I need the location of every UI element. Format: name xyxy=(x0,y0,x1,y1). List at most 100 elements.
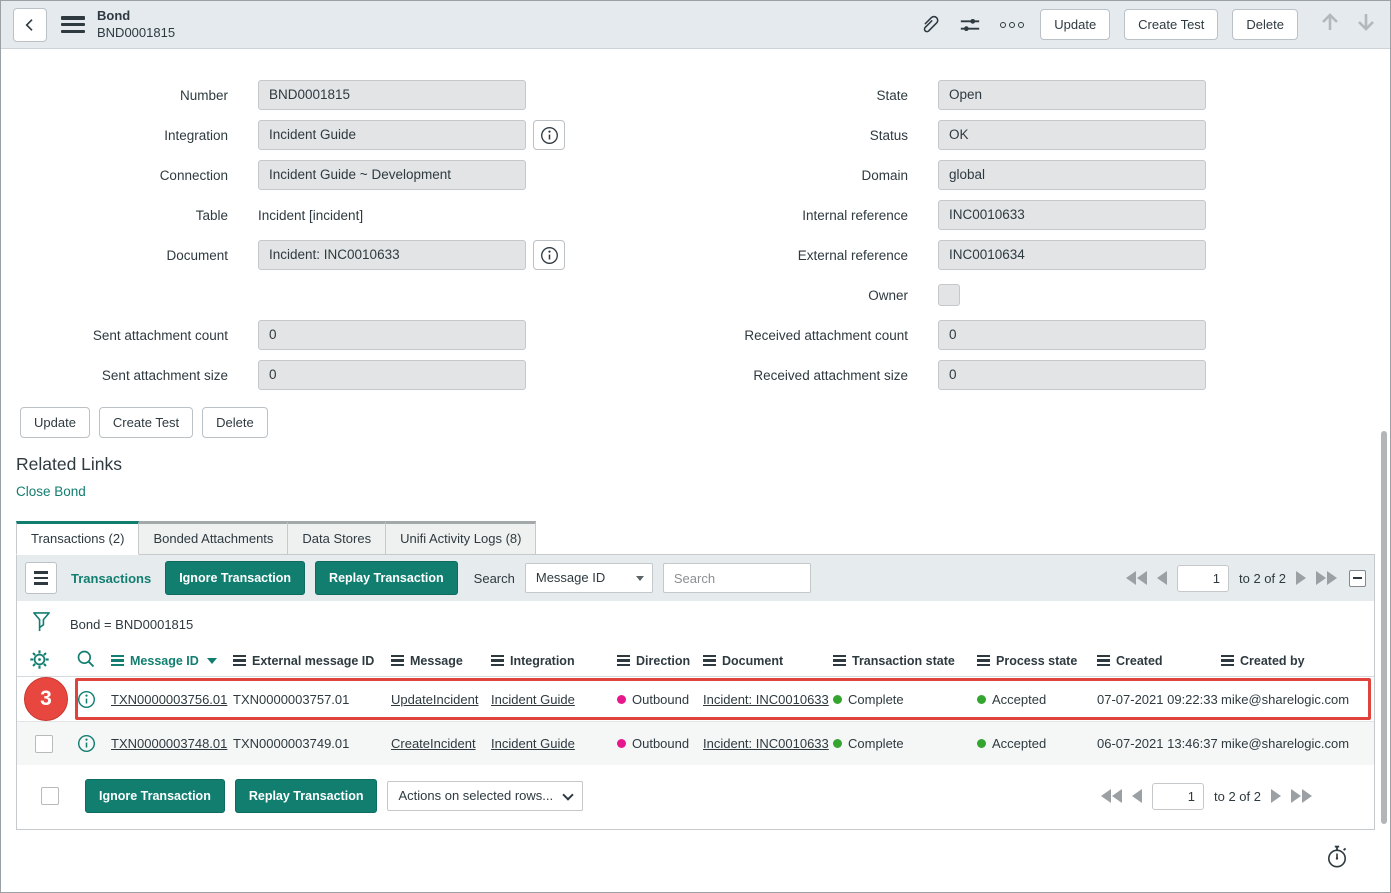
delete-button[interactable]: Delete xyxy=(1232,9,1298,40)
tab-data-stores[interactable]: Data Stores xyxy=(288,521,387,555)
message-link[interactable]: UpdateIncident xyxy=(391,691,479,707)
column-header-external-message-id[interactable]: External message ID xyxy=(233,654,391,668)
search-input[interactable] xyxy=(662,563,811,593)
state-field[interactable]: Open xyxy=(938,80,1206,110)
form-create-test-button[interactable]: Create Test xyxy=(98,407,194,438)
table-row[interactable]: TXN0000003748.01 TXN0000003749.01 Create… xyxy=(17,721,1374,765)
more-options-button[interactable] xyxy=(998,20,1026,30)
ignore-transaction-button[interactable]: Ignore Transaction xyxy=(165,561,306,595)
filter-button[interactable] xyxy=(31,610,52,638)
select-all-checkbox[interactable] xyxy=(41,787,59,805)
message-id-link[interactable]: TXN0000003748.01 xyxy=(111,736,228,751)
external-reference-field[interactable]: INC0010634 xyxy=(938,240,1206,270)
collapse-list-button[interactable] xyxy=(1349,569,1366,587)
tab-unifi-activity-logs[interactable]: Unifi Activity Logs (8) xyxy=(386,521,537,555)
column-menu-icon xyxy=(1221,655,1234,666)
domain-field[interactable]: global xyxy=(938,160,1206,190)
update-button[interactable]: Update xyxy=(1040,9,1111,40)
internal-reference-field[interactable]: INC0010633 xyxy=(938,200,1206,230)
record-preview-button[interactable] xyxy=(77,690,96,709)
chevron-down-icon xyxy=(562,789,575,801)
message-link[interactable]: CreateIncident xyxy=(391,736,476,751)
record-preview-button[interactable] xyxy=(77,734,96,753)
status-field[interactable]: OK xyxy=(938,120,1206,150)
number-field[interactable]: BND0001815 xyxy=(258,80,526,110)
personalize-list-button[interactable] xyxy=(29,649,50,673)
tab-transactions[interactable]: Transactions (2) xyxy=(16,521,140,555)
list-header-row: Message ID External message ID Message I… xyxy=(17,645,1374,677)
column-header-transaction-state[interactable]: Transaction state xyxy=(833,654,977,668)
pagination-range: to 2 of 2 xyxy=(1214,788,1261,804)
previous-record-button[interactable] xyxy=(1318,10,1342,39)
context-menu-icon[interactable] xyxy=(61,16,85,33)
replay-transaction-button[interactable]: Replay Transaction xyxy=(315,561,458,595)
document-link[interactable]: Incident: INC0010633 xyxy=(703,736,829,751)
message-id-link[interactable]: TXN0000003756.01 xyxy=(111,691,228,707)
row-select-checkbox[interactable] xyxy=(35,734,53,753)
last-page-button[interactable] xyxy=(1316,571,1337,585)
column-header-message[interactable]: Message xyxy=(391,654,491,668)
arrow-down-icon xyxy=(1358,14,1374,31)
received-attachment-count-field[interactable]: 0 xyxy=(938,320,1206,350)
owner-field[interactable] xyxy=(938,284,960,306)
footer-ignore-transaction-button[interactable]: Ignore Transaction xyxy=(85,779,225,813)
column-header-direction[interactable]: Direction xyxy=(617,654,703,668)
document-field[interactable]: Incident: INC0010633 xyxy=(258,240,526,270)
column-header-created-by[interactable]: Created by xyxy=(1221,654,1374,668)
double-arrow-left-icon xyxy=(1101,789,1112,803)
column-header-process-state[interactable]: Process state xyxy=(977,654,1097,668)
column-header-message-id[interactable]: Message ID xyxy=(111,654,233,668)
integration-link[interactable]: Incident Guide xyxy=(491,736,575,751)
sent-attachment-size-field[interactable]: 0 xyxy=(258,360,526,390)
list-menu-button[interactable] xyxy=(25,562,57,594)
search-field-select[interactable]: Message ID xyxy=(524,563,653,593)
table-row[interactable]: 3 TXN0000003756.01 TXN0000003757.01 Upda… xyxy=(17,677,1374,721)
direction-value: Outbound xyxy=(632,691,690,707)
response-time-button[interactable] xyxy=(1325,844,1349,875)
document-info-button[interactable] xyxy=(533,240,565,270)
column-header-integration[interactable]: Integration xyxy=(491,654,617,668)
next-page-button[interactable] xyxy=(1271,789,1281,803)
first-page-button[interactable] xyxy=(1126,571,1148,585)
footer-replay-transaction-button[interactable]: Replay Transaction xyxy=(234,779,378,813)
actions-on-selected-rows-select[interactable]: Actions on selected rows... xyxy=(387,781,584,811)
tab-bonded-attachments[interactable]: Bonded Attachments xyxy=(139,521,289,555)
first-page-button[interactable] xyxy=(1101,789,1123,803)
vertical-scrollbar[interactable] xyxy=(1381,431,1387,824)
search-rows-button[interactable] xyxy=(76,649,96,672)
filter-condition[interactable]: Bond = BND0001815 xyxy=(70,616,194,632)
page-number-input[interactable] xyxy=(1152,782,1205,810)
column-header-created[interactable]: Created xyxy=(1097,654,1221,668)
column-menu-icon xyxy=(703,655,716,666)
column-header-document[interactable]: Document xyxy=(703,654,833,668)
process-state-dot xyxy=(977,739,986,748)
received-attachment-count-label: Received attachment count xyxy=(744,327,908,343)
bottom-pagination: to 2 of 2 xyxy=(1101,782,1312,810)
back-button[interactable] xyxy=(13,7,47,42)
previous-page-button[interactable] xyxy=(1132,789,1143,803)
integration-link[interactable]: Incident Guide xyxy=(491,691,575,707)
attachment-button[interactable] xyxy=(916,12,942,38)
integration-info-button[interactable] xyxy=(533,120,565,150)
page-title: Bond xyxy=(97,8,131,24)
next-record-button[interactable] xyxy=(1354,10,1378,39)
document-link[interactable]: Incident: INC0010633 xyxy=(703,691,829,707)
previous-page-button[interactable] xyxy=(1157,571,1168,585)
search-icon xyxy=(77,650,95,668)
bond-form: Number BND0001815 Integration Incident Gui… xyxy=(1,49,1390,395)
close-bond-link[interactable]: Close Bond xyxy=(16,484,86,499)
received-attachment-size-field[interactable]: 0 xyxy=(938,360,1206,390)
form-update-button[interactable]: Update xyxy=(20,407,90,438)
last-page-button[interactable] xyxy=(1291,789,1312,803)
personalize-form-button[interactable] xyxy=(956,12,984,38)
create-test-button[interactable]: Create Test xyxy=(1124,9,1219,40)
connection-field[interactable]: Incident Guide ~ Development xyxy=(258,160,526,190)
form-delete-button[interactable]: Delete xyxy=(202,407,268,438)
process-state-value: Accepted xyxy=(992,691,1047,707)
next-page-button[interactable] xyxy=(1296,571,1306,585)
sent-attachment-count-field[interactable]: 0 xyxy=(258,320,526,350)
column-menu-icon xyxy=(233,655,246,666)
page-number-input[interactable] xyxy=(1177,564,1230,592)
list-title: Transactions xyxy=(71,570,152,586)
integration-field[interactable]: Incident Guide xyxy=(258,120,526,150)
